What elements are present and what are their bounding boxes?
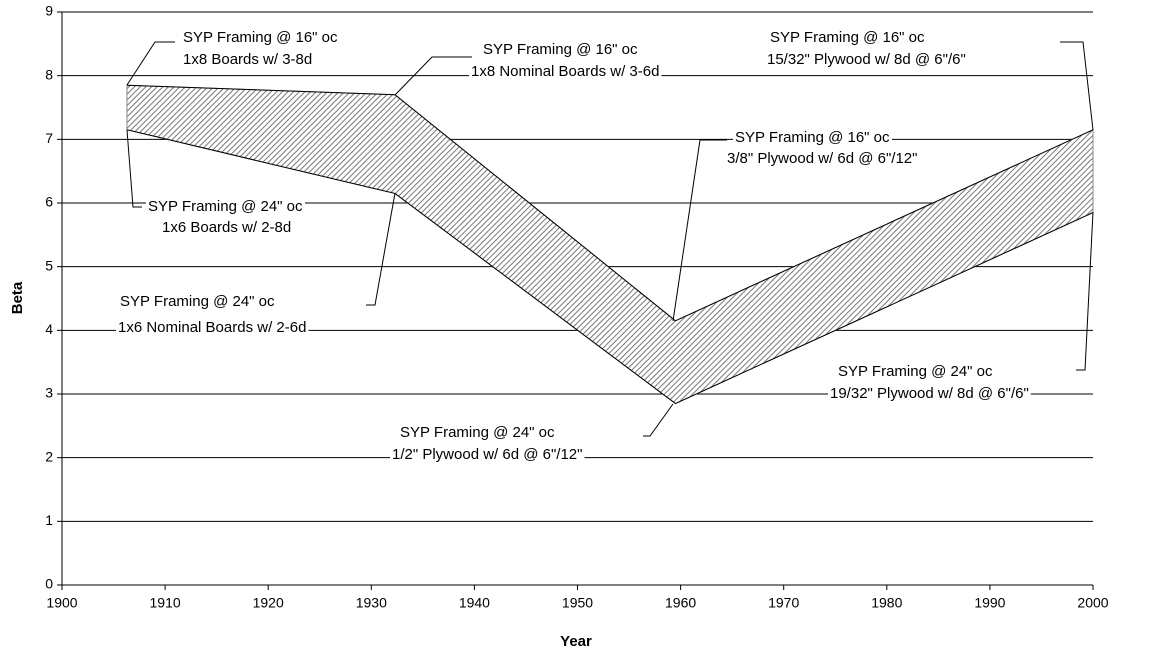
y-tick-label: 2 [45, 448, 53, 464]
x-tick-label: 1900 [46, 595, 77, 611]
annotation-bg [469, 61, 662, 81]
annotation: 1x6 Nominal Boards w/ 2-6d [118, 319, 306, 336]
annotation-bg [181, 49, 315, 69]
annotation-bg [390, 444, 585, 464]
annotation: SYP Framing @ 16" oc [183, 29, 338, 46]
y-tick-label: 6 [45, 194, 53, 210]
y-tick-label: 8 [45, 66, 53, 82]
leader-lines [126, 41, 1094, 437]
leader-line [126, 129, 142, 208]
annotation-bg [725, 148, 920, 168]
leader-line [126, 41, 175, 86]
annotation: 1/2" Plywood w/ 6d @ 6"/12" [392, 446, 582, 463]
x-tick-label: 2000 [1077, 595, 1108, 611]
annotation: SYP Framing @ 24" oc [148, 198, 303, 215]
y-tick-label: 7 [45, 130, 53, 146]
x-tick-label: 1930 [356, 595, 387, 611]
annotation: SYP Framing @ 16" oc [735, 129, 890, 146]
annotation: 1x6 Boards w/ 2-8d [162, 219, 291, 236]
x-tick-label: 1970 [768, 595, 799, 611]
annotation: SYP Framing @ 16" oc [483, 41, 638, 58]
x-tick-label: 1960 [665, 595, 696, 611]
annotation-bg [733, 127, 893, 147]
leader-line [366, 192, 396, 306]
annotation-bg [181, 27, 341, 47]
annotation-bg [116, 317, 309, 337]
y-tick-label: 4 [45, 321, 53, 337]
leader-line [672, 139, 727, 322]
y-axis-label: Beta [9, 281, 26, 314]
leader-line [643, 403, 674, 437]
leader-line [1060, 41, 1094, 131]
annotation-bg [398, 422, 558, 442]
band-edge [126, 84, 1094, 322]
x-tick-label: 1940 [459, 595, 490, 611]
annotation: SYP Framing @ 24" oc [838, 363, 993, 380]
x-tick-label: 1920 [253, 595, 284, 611]
annotation-bg [836, 361, 996, 381]
y-tick-label: 9 [45, 3, 53, 19]
y-tick-label: 1 [45, 512, 53, 528]
y-tick-label: 5 [45, 257, 53, 273]
annotation: 19/32" Plywood w/ 8d @ 6"/6" [830, 385, 1029, 402]
annotation: SYP Framing @ 24" oc [120, 293, 275, 310]
annotation-bg [765, 49, 968, 69]
y-tick-label: 0 [45, 576, 53, 592]
x-tick-label: 1950 [562, 595, 593, 611]
annotation: 1x8 Boards w/ 3-8d [183, 51, 312, 68]
annotation-bg [481, 39, 641, 59]
annotation: SYP Framing @ 16" oc [770, 29, 925, 46]
band-edge [126, 129, 1094, 405]
x-tick-label: 1990 [974, 595, 1005, 611]
annotation: 3/8" Plywood w/ 6d @ 6"/12" [727, 150, 917, 167]
annotation: 15/32" Plywood w/ 8d @ 6"/6" [767, 51, 966, 68]
band-fill [126, 84, 1094, 405]
annotation: SYP Framing @ 24" oc [400, 424, 555, 441]
x-axis-label: Year [560, 633, 592, 650]
annotation-bg [146, 196, 306, 216]
leader-line [1076, 211, 1094, 371]
annotation-bg [160, 217, 294, 237]
annotation: 1x8 Nominal Boards w/ 3-6d [471, 63, 659, 80]
x-tick-label: 1980 [871, 595, 902, 611]
x-tick-label: 1910 [150, 595, 181, 611]
leader-line [394, 56, 472, 96]
annotation-bg [768, 27, 928, 47]
annotation-bg [118, 291, 278, 311]
annotation-bg [828, 383, 1031, 403]
y-tick-label: 3 [45, 385, 53, 401]
